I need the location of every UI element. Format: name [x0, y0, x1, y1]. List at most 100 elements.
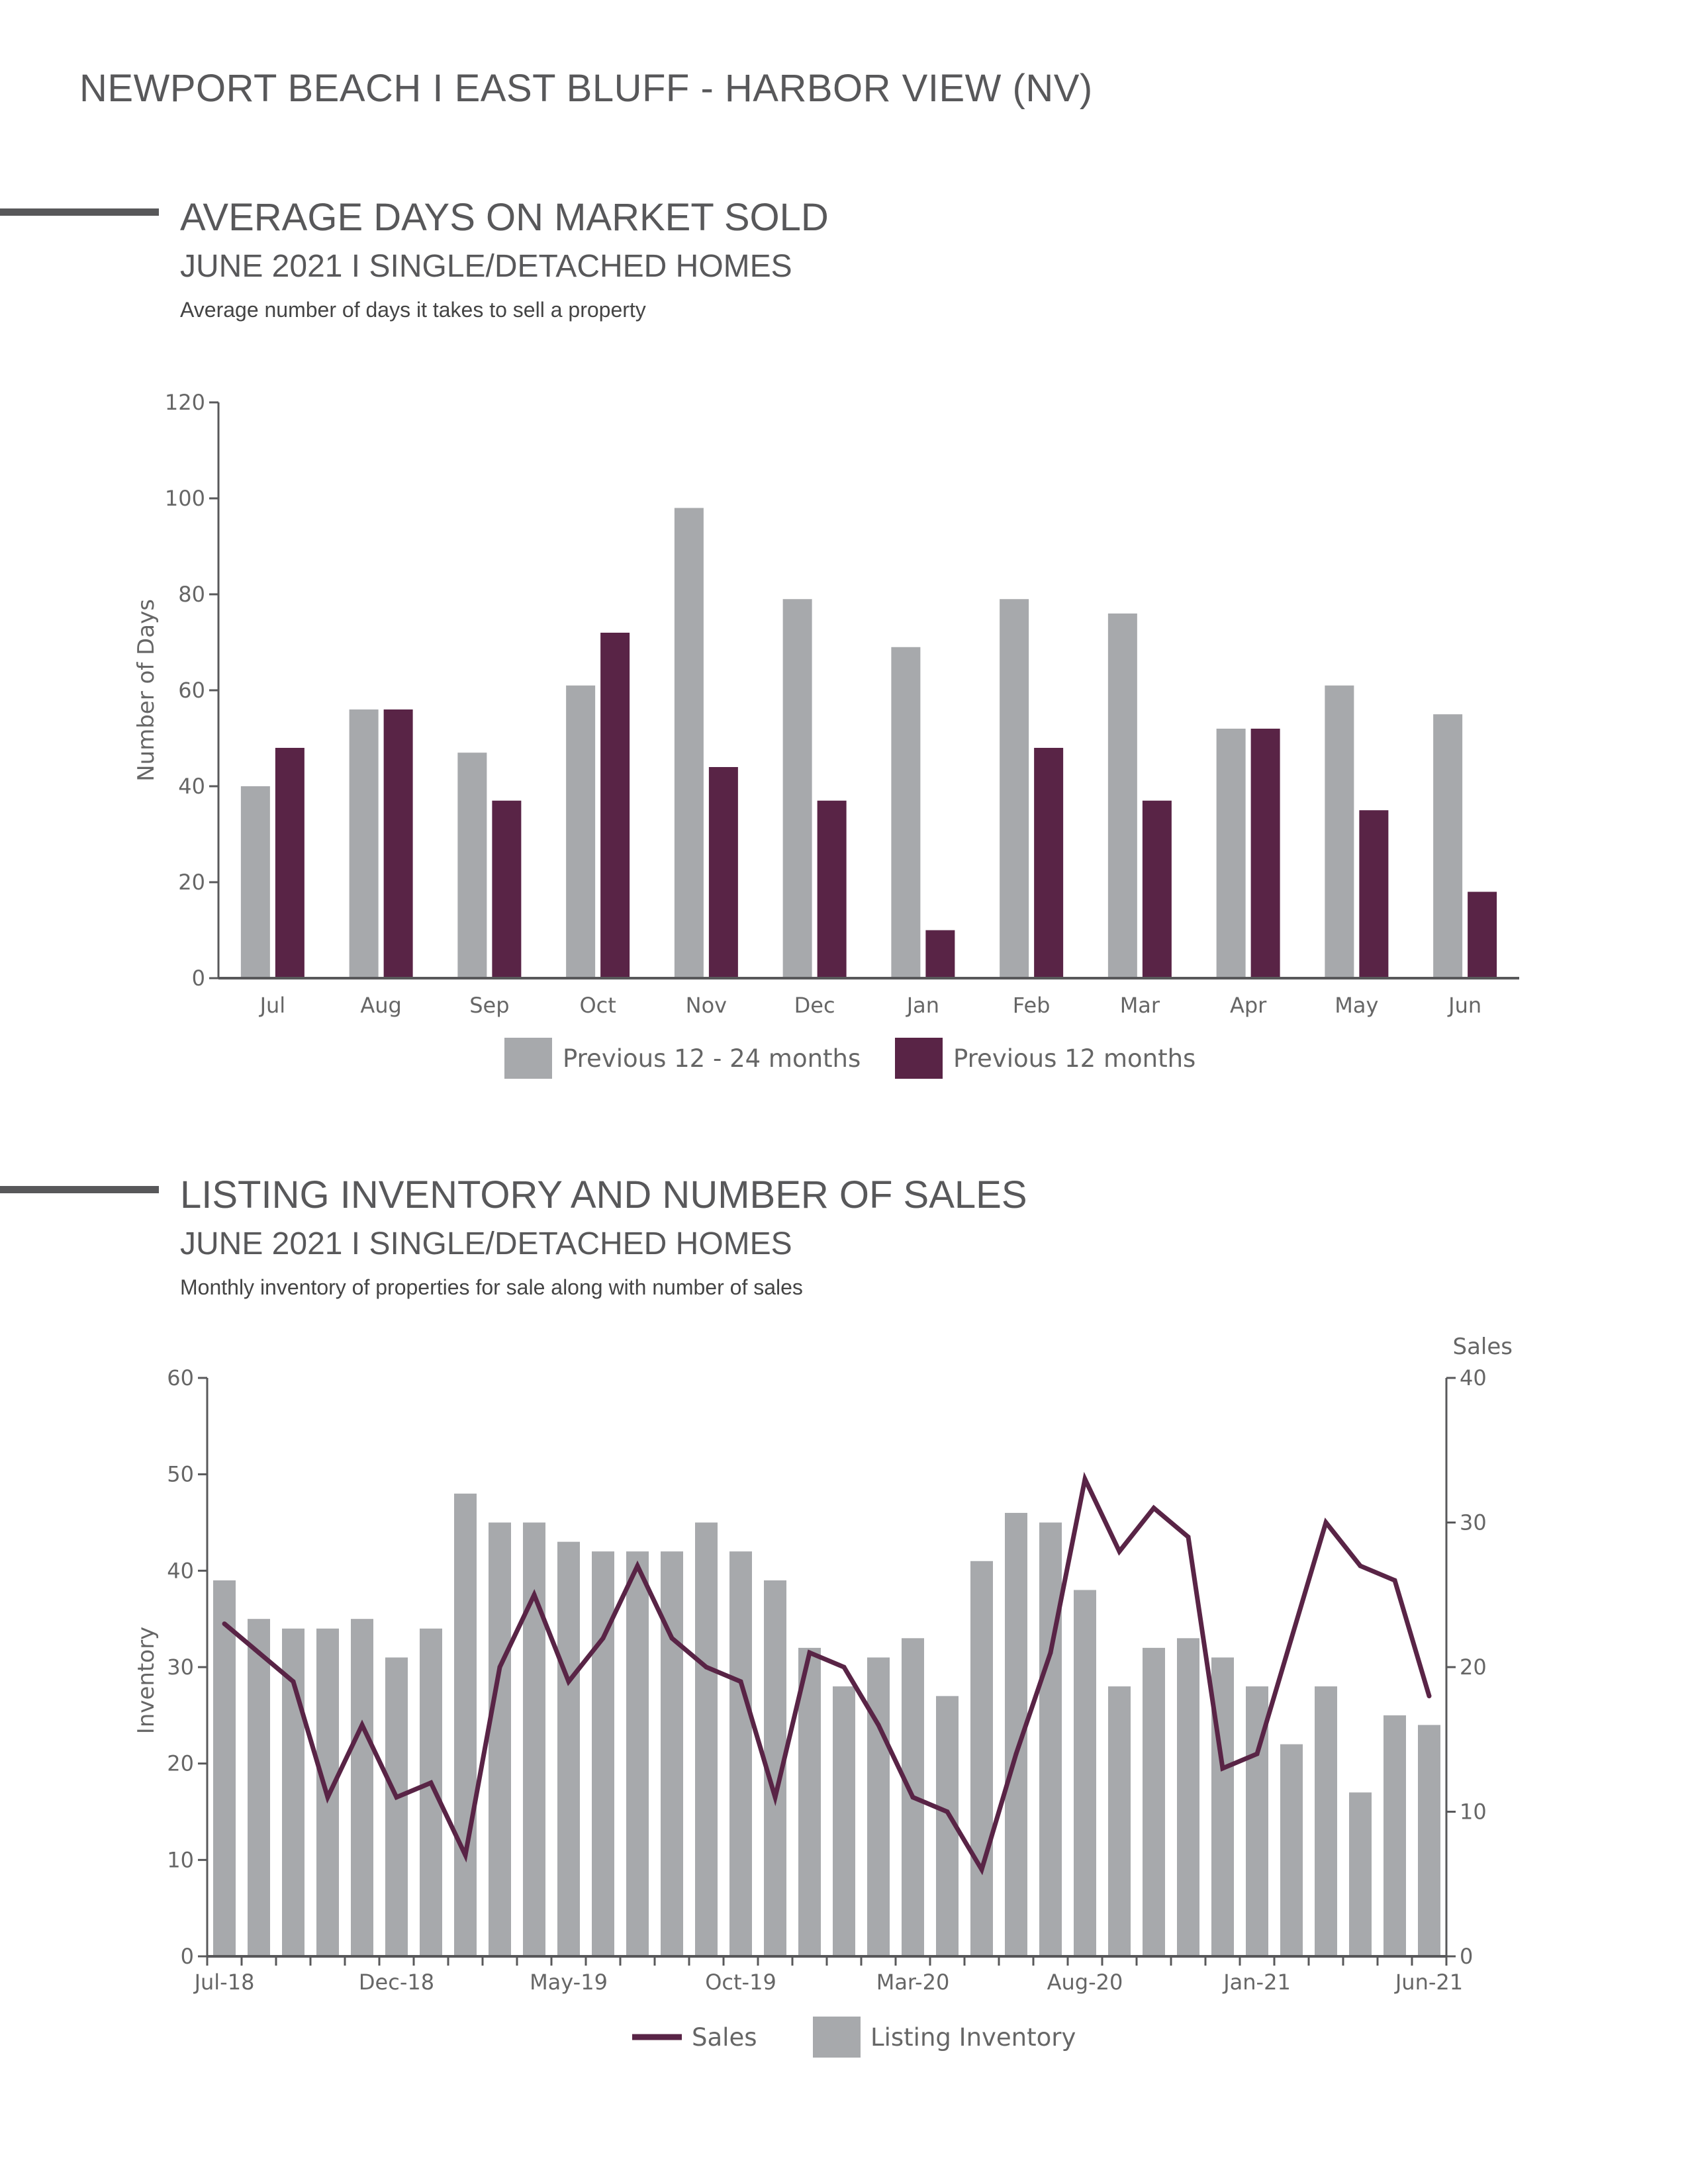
x-tick-label: May: [1335, 993, 1378, 1018]
bar-listing-inventory: [248, 1619, 270, 1956]
bar-listing-inventory: [351, 1619, 373, 1956]
sales-point: [394, 1795, 399, 1800]
bar-previous-12-24: [891, 647, 921, 978]
legend-label-previous-12-24: Previous 12 - 24 months: [563, 1044, 861, 1073]
bar-listing-inventory: [213, 1580, 236, 1956]
bar-previous-12: [600, 633, 630, 978]
sales-point: [704, 1664, 709, 1670]
bar-previous-12-24: [457, 752, 487, 978]
y-tick-label: 100: [165, 486, 205, 511]
section-divider-bar: [0, 1186, 159, 1193]
sales-point: [222, 1621, 227, 1626]
sales-point: [773, 1795, 778, 1800]
y-tick-label: 40: [167, 1558, 194, 1583]
y-tick-label: 80: [178, 582, 205, 607]
y-tick-label: 60: [178, 678, 205, 703]
bar-previous-12: [817, 800, 847, 978]
bar-listing-inventory: [1315, 1686, 1337, 1956]
y-tick-label: 10: [167, 1847, 194, 1872]
x-tick-label: Oct: [579, 993, 616, 1018]
x-tick-label: Apr: [1230, 993, 1267, 1018]
bar-previous-12-24: [566, 685, 596, 978]
bar-previous-12: [1250, 729, 1280, 978]
bar-listing-inventory: [420, 1628, 442, 1956]
legend-swatch-listing-inventory: [813, 2017, 861, 2058]
section-divider-bar: [0, 208, 159, 216]
legend-label-listing-inventory: Listing Inventory: [870, 2023, 1076, 2052]
legend-swatch-previous-12: [895, 1038, 943, 1079]
sales-point: [566, 1679, 571, 1684]
x-tick-label: Nov: [686, 993, 727, 1018]
y-tick-label: 0: [192, 966, 205, 991]
sales-point: [256, 1650, 261, 1655]
y-tick-label: 120: [165, 390, 205, 415]
section-title-days-on-market: AVERAGE DAYS ON MARKET SOLD: [180, 196, 829, 239]
bar-previous-12: [1034, 748, 1064, 978]
sales-point: [497, 1664, 502, 1670]
sales-point: [738, 1679, 743, 1684]
y-axis-title: Inventory: [133, 1627, 160, 1734]
x-tick-label: Jul-18: [193, 1970, 255, 1995]
sales-point: [1151, 1506, 1156, 1511]
bar-previous-12-24: [1325, 685, 1354, 978]
sales-point: [1289, 1635, 1294, 1641]
x-tick-label: Jan: [906, 993, 939, 1018]
bar-previous-12: [492, 800, 522, 978]
x-tick-label: Jun-21: [1394, 1970, 1463, 1995]
sales-point: [325, 1795, 330, 1800]
bar-previous-12-24: [782, 599, 812, 978]
bar-listing-inventory: [454, 1493, 477, 1956]
bar-listing-inventory: [798, 1647, 821, 1956]
bar-listing-inventory: [695, 1522, 718, 1956]
x-tick-label: Oct-19: [705, 1970, 776, 1995]
sales-point: [428, 1780, 434, 1786]
sales-point: [1013, 1751, 1019, 1756]
sales-point: [979, 1867, 984, 1872]
bar-previous-12: [1468, 891, 1497, 978]
bar-previous-12: [383, 709, 413, 978]
section-subtitle-days-on-market: JUNE 2021 I SINGLE/DETACHED HOMES: [180, 249, 792, 284]
y-axis-title: Number of Days: [133, 599, 160, 782]
bar-listing-inventory: [1418, 1725, 1440, 1956]
bar-previous-12-24: [1000, 599, 1029, 978]
bar-listing-inventory: [1349, 1792, 1372, 1956]
inventory-sales-chart: 0 10 20 30 40 50 60 Inventory 0 10 20 30 40 Sales Jul-…: [133, 1334, 1513, 2058]
x-tick-label: Aug: [360, 993, 401, 1018]
bar-listing-inventory: [1074, 1590, 1096, 1956]
section-description-days-on-market: Average number of days it takes to sell …: [180, 298, 646, 322]
bar-previous-12: [925, 930, 955, 978]
sales-point: [359, 1722, 365, 1727]
bar-listing-inventory: [557, 1541, 580, 1956]
sales-point: [463, 1852, 468, 1858]
bar-listing-inventory: [1177, 1638, 1199, 1956]
sales-line: [222, 1471, 1432, 1876]
sales-point: [1117, 1549, 1122, 1554]
y-tick-label: 60: [167, 1365, 194, 1390]
x-tick-label: Jun: [1447, 993, 1481, 1018]
sales-point: [1427, 1694, 1432, 1699]
bar-previous-12-24: [674, 508, 704, 978]
bar-listing-inventory: [489, 1522, 511, 1956]
bar-listing-inventory: [523, 1522, 545, 1956]
bar-previous-12: [275, 748, 305, 978]
y2-tick-label: 20: [1460, 1655, 1487, 1680]
sales-point: [532, 1592, 537, 1598]
y-tick-label: 50: [167, 1462, 194, 1487]
y2-tick-label: 30: [1460, 1510, 1487, 1535]
sales-point: [1220, 1766, 1225, 1771]
y-tick-label: 30: [167, 1655, 194, 1680]
sales-point: [1323, 1520, 1329, 1525]
section-description-inventory-sales: Monthly inventory of properties for sale…: [180, 1275, 803, 1299]
bar-listing-inventory: [867, 1657, 890, 1956]
x-tick-label: Feb: [1013, 993, 1051, 1018]
x-tick-label: Mar: [1120, 993, 1160, 1018]
x-tick-label: Mar-20: [876, 1970, 950, 1995]
sales-point: [876, 1722, 881, 1727]
bar-listing-inventory: [385, 1657, 408, 1956]
y2-tick-label: 0: [1460, 1944, 1473, 1969]
sales-point: [1186, 1534, 1191, 1539]
y-tick-label: 0: [181, 1944, 194, 1969]
bar-listing-inventory: [833, 1686, 855, 1956]
y2-axis-title: Sales: [1453, 1334, 1513, 1360]
sales-point: [945, 1809, 950, 1814]
